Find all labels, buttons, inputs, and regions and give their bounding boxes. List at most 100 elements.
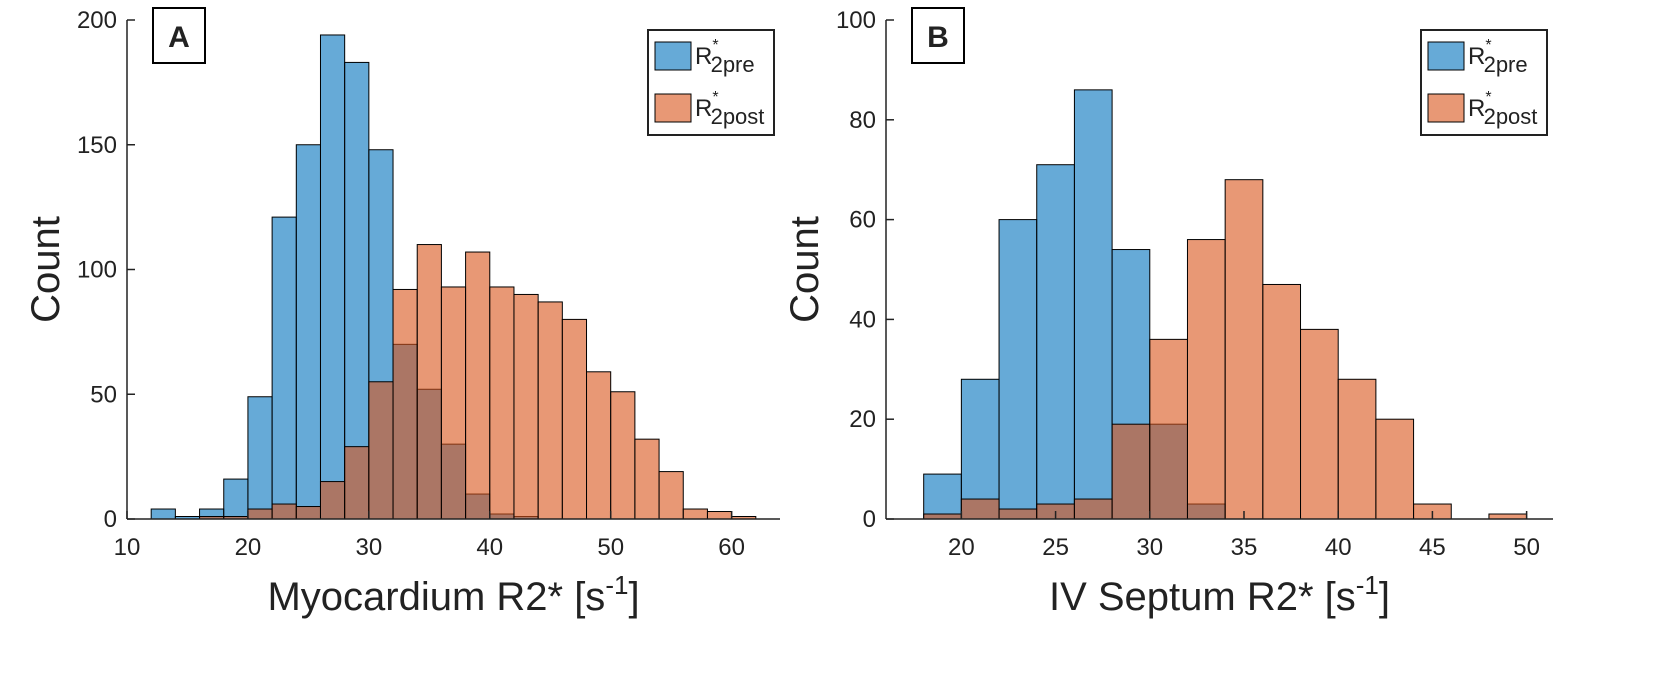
y-tick-label: 200	[77, 7, 117, 34]
legend-label: R* 2post	[1468, 89, 1537, 129]
histogram-bar	[923, 473, 962, 520]
histogram-bar	[960, 498, 1000, 520]
x-axis-label-end: ]	[1379, 575, 1390, 619]
histogram-bar	[634, 438, 660, 520]
x-axis-label-end: ]	[628, 575, 639, 619]
legend-label-sub: 2pre	[711, 52, 755, 77]
x-tick-label: 40	[476, 534, 503, 561]
panel-label-box	[911, 7, 965, 64]
histogram-bar	[295, 506, 321, 520]
histogram-bar	[1111, 423, 1151, 520]
x-axis-label: Myocardium R2* [s-1]	[267, 570, 639, 619]
histogram-bar	[706, 511, 733, 520]
histogram-bar	[1186, 239, 1226, 520]
y-tick-label: 0	[104, 506, 117, 533]
legend-label-sub: 2post	[1484, 104, 1538, 129]
histogram-bar	[1036, 164, 1075, 520]
legend-label-sup: *	[712, 89, 718, 106]
y-tick-label: 50	[90, 381, 117, 408]
legend-label-sup: *	[1485, 37, 1491, 54]
panel-label-box	[152, 7, 206, 64]
y-axis-label: Count	[24, 216, 68, 323]
histogram-bar	[392, 288, 418, 520]
legend-label-sub: 2post	[711, 104, 765, 129]
histogram-bar	[319, 481, 346, 520]
histogram-bar	[489, 286, 515, 520]
x-axis-label: IV Septum R2* [s-1]	[1049, 570, 1390, 619]
x-axis-label-text: Myocardium R2* [s	[267, 575, 605, 619]
legend-label: R* 2post	[695, 89, 764, 129]
x-tick-label: 50	[597, 534, 624, 561]
histogram-bar	[610, 391, 636, 520]
histogram-bar	[150, 508, 176, 520]
panel-label: A	[168, 21, 190, 54]
histogram-bar	[223, 478, 249, 520]
y-tick-label: 80	[849, 107, 876, 134]
histogram-bar	[1375, 418, 1415, 520]
x-tick-label: 30	[356, 534, 383, 561]
histogram-bar	[998, 219, 1038, 520]
x-tick-label: 60	[718, 534, 745, 561]
histogram-bar	[561, 318, 588, 520]
histogram-bar	[440, 286, 467, 520]
y-tick-label: 20	[849, 406, 876, 433]
legend-swatch	[1427, 41, 1465, 71]
histogram-bar	[271, 216, 297, 520]
legend-swatch	[654, 93, 692, 123]
histogram-bar	[1073, 498, 1113, 520]
histogram-bar	[1224, 179, 1264, 520]
x-tick-label: 30	[1136, 534, 1163, 561]
x-tick-label: 20	[948, 534, 975, 561]
x-tick-label: 50	[1513, 534, 1540, 561]
histogram-bar	[1073, 89, 1113, 520]
histogram-bar	[1337, 378, 1377, 520]
y-tick-label: 60	[849, 207, 876, 234]
legend-label-main: R	[695, 43, 712, 70]
histogram-bar	[344, 61, 370, 520]
legend-label-main: R	[695, 95, 712, 122]
histogram-bar	[344, 446, 370, 520]
legend-swatch	[1427, 93, 1465, 123]
histogram-bar	[537, 301, 563, 520]
histogram-bar	[465, 251, 491, 520]
x-tick-label: 20	[235, 534, 262, 561]
y-tick-label: 100	[77, 257, 117, 284]
histogram-bar	[513, 293, 539, 520]
histogram-bar	[247, 508, 273, 520]
histogram-bar	[586, 371, 612, 520]
legend-label: R* 2pre	[695, 37, 755, 77]
x-tick-label: 35	[1231, 534, 1258, 561]
x-axis-label-sup: -1	[1356, 570, 1379, 600]
legend-swatch	[654, 41, 692, 71]
x-axis-label-text: IV Septum R2* [s	[1049, 575, 1356, 619]
histogram-bar	[960, 378, 1000, 520]
y-axis-label: Count	[783, 216, 827, 323]
histogram-bar	[998, 508, 1038, 520]
x-axis-label-sup: -1	[605, 570, 628, 600]
y-tick-label: 0	[863, 506, 876, 533]
y-tick-label: 40	[849, 306, 876, 333]
legend-label-sup: *	[712, 37, 718, 54]
x-tick-label: 10	[114, 534, 141, 561]
histogram-bar	[416, 244, 442, 520]
legend-label-main: R	[1468, 95, 1485, 122]
histogram-bar	[682, 508, 708, 520]
histogram-bar	[658, 471, 684, 520]
histogram-bar	[368, 381, 394, 520]
histogram-bar	[319, 34, 346, 520]
legend-label-sup: *	[1485, 89, 1491, 106]
histogram-bar	[247, 396, 273, 520]
panel-label: B	[927, 21, 949, 54]
y-tick-label: 100	[836, 7, 876, 34]
y-tick-label: 150	[77, 132, 117, 159]
histogram-bar	[1300, 328, 1339, 520]
histogram-bar	[271, 503, 297, 520]
histogram-bar	[1262, 283, 1302, 520]
legend-label-main: R	[1468, 43, 1485, 70]
legend-label-sub: 2pre	[1484, 52, 1528, 77]
x-tick-label: 45	[1419, 534, 1446, 561]
x-tick-label: 40	[1325, 534, 1352, 561]
histogram-bar	[1149, 338, 1188, 520]
histogram-bar	[295, 144, 321, 520]
